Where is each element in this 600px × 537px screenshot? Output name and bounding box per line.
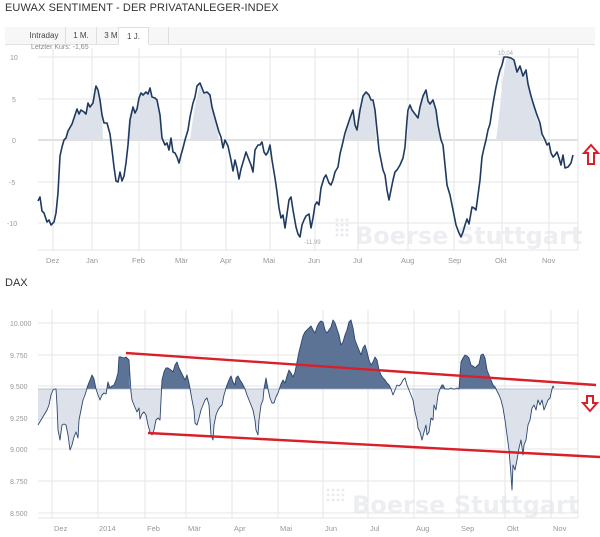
below-baseline-fill bbox=[38, 389, 552, 490]
y-tick: 10 bbox=[10, 55, 18, 62]
svg-text:2014: 2014 bbox=[99, 524, 116, 533]
svg-text:10.000: 10.000 bbox=[10, 321, 32, 328]
dax-chart-title: DAX bbox=[5, 277, 28, 289]
svg-text:Mär: Mär bbox=[188, 524, 201, 533]
chart-title: EUWAX SENTIMENT - DER PRIVATANLEGER-INDE… bbox=[5, 2, 279, 14]
timeframe-tab-bar: Intraday 1 M. 3 M. 1 J. bbox=[5, 27, 595, 45]
sentiment-chart: Boerse Stuttgart 10 5 0 -5 -10 Dez Jan F… bbox=[7, 48, 600, 265]
tab-extra[interactable] bbox=[148, 27, 169, 44]
svg-text:Jul: Jul bbox=[353, 256, 363, 265]
sentiment-line bbox=[37, 56, 574, 238]
arrow-down-icon bbox=[580, 395, 600, 413]
upper-trend-line bbox=[125, 351, 597, 387]
svg-text:Sep: Sep bbox=[448, 256, 461, 265]
svg-text:Dez: Dez bbox=[54, 524, 68, 533]
y-tick: 0 bbox=[12, 138, 16, 145]
y-tick: -5 bbox=[9, 180, 15, 187]
svg-text:Mai: Mai bbox=[263, 256, 275, 265]
watermark-logo-icon bbox=[335, 218, 349, 237]
svg-text:Dez: Dez bbox=[46, 256, 60, 265]
svg-text:Apr: Apr bbox=[234, 524, 246, 533]
svg-text:9.000: 9.000 bbox=[10, 447, 28, 454]
svg-text:Okt: Okt bbox=[507, 524, 520, 533]
tab-1-month[interactable]: 1 M. bbox=[66, 27, 97, 44]
svg-text:9.750: 9.750 bbox=[10, 353, 28, 360]
svg-text:Mai: Mai bbox=[280, 524, 292, 533]
watermark-logo-icon bbox=[326, 488, 345, 502]
svg-text:Aug: Aug bbox=[416, 524, 429, 533]
y-axis-labels: 10.000 9.750 9.500 9.250 9.000 8.750 8.5… bbox=[10, 321, 32, 518]
svg-text:Jan: Jan bbox=[86, 256, 98, 265]
tab-intraday[interactable]: Intraday bbox=[23, 27, 66, 44]
y-tick: 5 bbox=[12, 97, 16, 104]
svg-text:Nov: Nov bbox=[542, 256, 556, 265]
positive-area-fill bbox=[63, 57, 542, 140]
min-annotation: -11,99 bbox=[304, 240, 321, 246]
svg-text:8.750: 8.750 bbox=[10, 479, 28, 486]
y-tick: -10 bbox=[7, 221, 17, 228]
above-baseline-fill bbox=[86, 320, 497, 389]
y-gridlines bbox=[38, 322, 578, 519]
svg-text:Sep: Sep bbox=[461, 524, 474, 533]
svg-text:9.500: 9.500 bbox=[10, 384, 28, 391]
svg-text:Aug: Aug bbox=[401, 256, 414, 265]
svg-text:Feb: Feb bbox=[147, 524, 160, 533]
svg-text:Okt: Okt bbox=[495, 256, 508, 265]
svg-text:Jun: Jun bbox=[308, 256, 320, 265]
svg-text:9.250: 9.250 bbox=[10, 416, 28, 423]
svg-text:Apr: Apr bbox=[220, 256, 232, 265]
max-annotation: 10,04 bbox=[498, 51, 514, 57]
lower-trend-line bbox=[147, 431, 600, 459]
svg-text:Jul: Jul bbox=[370, 524, 380, 533]
last-price-label: Letzter Kurs: -1,65 bbox=[31, 44, 89, 51]
x-gridlines bbox=[51, 310, 579, 518]
x-gridlines bbox=[52, 48, 579, 250]
dax-line bbox=[37, 319, 555, 491]
svg-text:Jun: Jun bbox=[325, 524, 337, 533]
svg-text:Nov: Nov bbox=[553, 524, 567, 533]
watermark-text: Boerse Stuttgart bbox=[355, 222, 582, 250]
arrow-up-icon bbox=[581, 143, 600, 165]
watermark-text: Boerse Stuttgart bbox=[352, 491, 579, 519]
y-gridlines bbox=[38, 56, 578, 251]
x-axis-labels: Dez Jan Feb Mär Apr Mai Jun Jul Aug Sep … bbox=[46, 256, 556, 265]
svg-text:Feb: Feb bbox=[132, 256, 145, 265]
svg-text:8.500: 8.500 bbox=[10, 511, 28, 518]
x-axis-labels: Dez 2014 Feb Mär Apr Mai Jun Jul Aug Sep… bbox=[54, 524, 567, 533]
svg-text:Mär: Mär bbox=[175, 256, 188, 265]
tab-1-year[interactable]: 1 J. bbox=[118, 27, 149, 45]
